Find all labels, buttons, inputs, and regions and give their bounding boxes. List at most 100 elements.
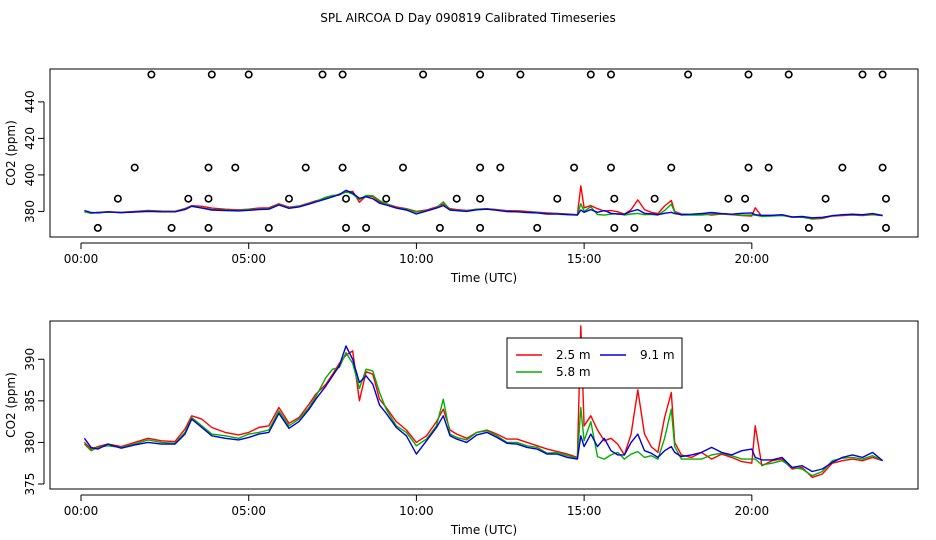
top-y-tick-label: 400 [23, 163, 37, 186]
top-x-axis-label: Time (UTC) [450, 271, 517, 285]
circle-marker [821, 194, 830, 203]
bottom-y-axis-label: CO2 (ppm) [4, 372, 18, 438]
circle-marker [784, 70, 793, 79]
legend-label-5-8m: 5.8 m [556, 365, 591, 379]
circle-marker [667, 163, 676, 172]
top-x-tick-label: 00:00 [64, 252, 99, 266]
bottom-y-tick-label: 375 [23, 473, 37, 496]
circle-marker [610, 223, 619, 232]
circle-marker [113, 194, 122, 203]
circle-marker [341, 194, 350, 203]
legend-box [506, 337, 683, 389]
circle-marker [533, 223, 542, 232]
circle-marker [878, 163, 887, 172]
bottom-series-5-8-m [83, 351, 883, 477]
circle-marker [553, 194, 562, 203]
circle-marker [610, 194, 619, 203]
circle-marker [435, 223, 444, 232]
top-x-tick-label: 15:00 [567, 252, 602, 266]
top-plot-frame [49, 68, 919, 238]
circle-marker [606, 70, 615, 79]
bottom-y-tick-label: 390 [23, 348, 37, 371]
bottom-plot-frame [49, 320, 919, 490]
circle-marker [93, 223, 102, 232]
bottom-x-tick-label: 10:00 [399, 504, 434, 518]
bottom-x-tick-label: 20:00 [735, 504, 770, 518]
bottom-y-tick-label: 385 [23, 389, 37, 412]
top-y-tick-label: 380 [23, 200, 37, 223]
circle-marker [741, 223, 750, 232]
circle-marker [496, 163, 505, 172]
circle-marker [419, 70, 428, 79]
circle-marker [476, 163, 485, 172]
circle-marker [382, 194, 391, 203]
circle-marker [207, 70, 216, 79]
circle-marker [764, 163, 773, 172]
circle-marker [881, 223, 890, 232]
circle-marker [338, 70, 347, 79]
circle-marker [838, 163, 847, 172]
circle-marker [362, 223, 371, 232]
bottom-x-axis-label: Time (UTC) [450, 523, 517, 537]
top-y-tick-label: 440 [23, 90, 37, 113]
circle-marker [204, 163, 213, 172]
circle-marker [586, 70, 595, 79]
legend-label-2-5m: 2.5 m [556, 348, 591, 362]
legend: 2.5 m 5.8 m 9.1 m [506, 337, 683, 389]
circle-marker [338, 163, 347, 172]
bottom-series-2-5-m [83, 325, 883, 479]
circle-marker [184, 194, 193, 203]
top-series-9-1-m [84, 189, 883, 219]
bottom-series-group [83, 325, 884, 479]
top-panel: 00:00 05:00 10:00 15:00 20:00 380 400 420 440 T… [4, 68, 919, 285]
bottom-y-tick-label: 380 [23, 431, 37, 454]
circle-marker [516, 70, 525, 79]
top-y-axis: 380 400 420 440 [23, 90, 45, 223]
circle-marker [630, 223, 639, 232]
circle-marker [858, 70, 867, 79]
circle-marker [650, 194, 659, 203]
circle-marker [204, 194, 213, 203]
circle-marker [804, 223, 813, 232]
bottom-series-9-1-m [83, 345, 884, 473]
circle-marker [147, 70, 156, 79]
circle-marker [301, 163, 310, 172]
top-series-group [84, 185, 883, 220]
circle-marker [452, 194, 461, 203]
top-y-tick-label: 420 [23, 127, 37, 150]
legend-label-9-1m: 9.1 m [640, 348, 675, 362]
bottom-panel: 00:00 05:00 10:00 15:00 20:00 375 380 385 390 T… [4, 320, 919, 537]
circle-marker [741, 194, 750, 203]
circle-marker [204, 223, 213, 232]
circle-marker [881, 194, 890, 203]
bottom-y-axis: 375 380 385 390 [23, 348, 45, 496]
top-x-axis: 00:00 05:00 10:00 15:00 20:00 [64, 242, 770, 266]
circle-marker [231, 163, 240, 172]
circle-marker [684, 70, 693, 79]
circle-marker [476, 194, 485, 203]
top-x-tick-label: 10:00 [399, 252, 434, 266]
top-y-axis-label: CO2 (ppm) [4, 120, 18, 186]
circle-marker [606, 163, 615, 172]
circle-marker [704, 223, 713, 232]
circle-marker [724, 194, 733, 203]
top-x-tick-label: 20:00 [735, 252, 770, 266]
bottom-x-tick-label: 05:00 [231, 504, 266, 518]
circle-marker [318, 70, 327, 79]
bottom-x-tick-label: 15:00 [567, 504, 602, 518]
bottom-x-axis: 00:00 05:00 10:00 15:00 20:00 [64, 494, 770, 518]
circle-marker [398, 163, 407, 172]
circle-marker [341, 223, 350, 232]
circle-marker [744, 70, 753, 79]
chart-title: SPL AIRCOA D Day 090819 Calibrated Times… [320, 11, 615, 25]
circle-marker [476, 223, 485, 232]
circle-marker [744, 163, 753, 172]
top-series-2-5-m [84, 185, 883, 220]
circle-marker [476, 70, 485, 79]
bottom-x-tick-label: 00:00 [64, 504, 99, 518]
top-circle-markers [93, 70, 890, 232]
circle-marker [570, 163, 579, 172]
circle-marker [167, 223, 176, 232]
top-x-tick-label: 05:00 [231, 252, 266, 266]
